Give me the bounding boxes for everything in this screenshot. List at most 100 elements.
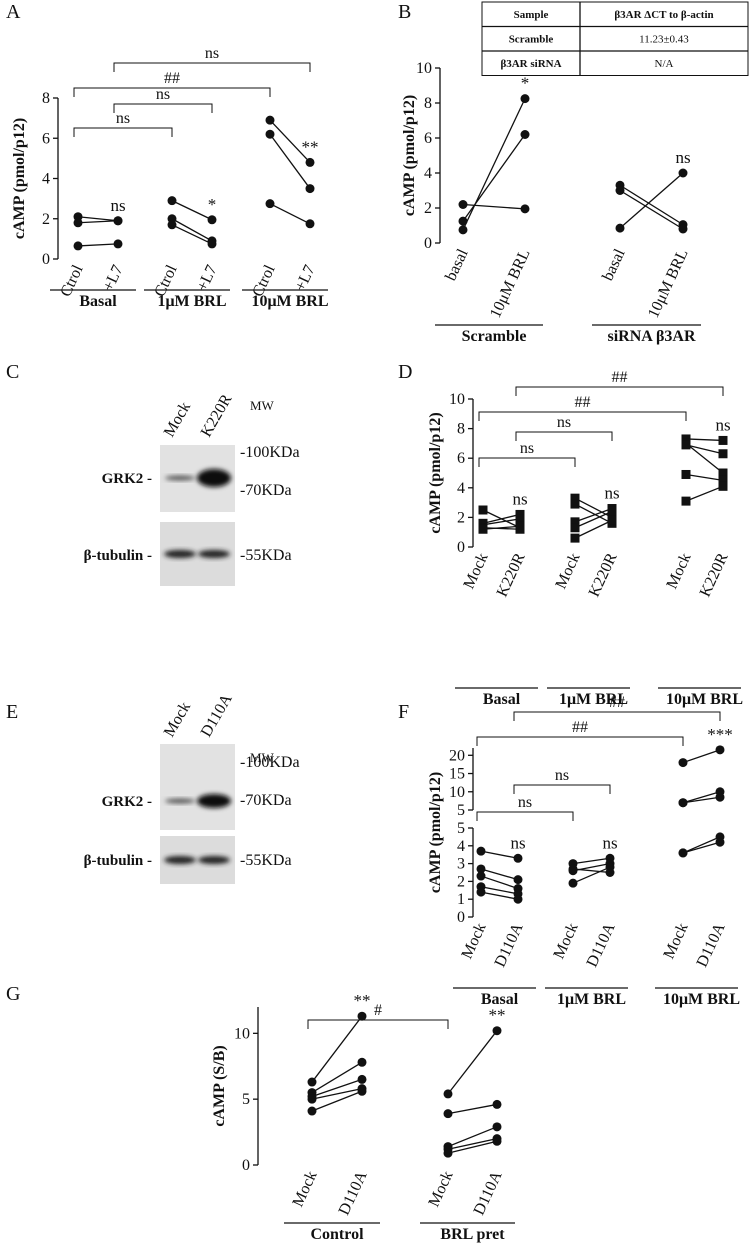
pair-line [682,841,721,854]
point [458,200,468,209]
point [305,184,315,194]
group-label: 1μM BRL [559,691,628,708]
pair-line [171,218,213,242]
pair-line [685,442,724,474]
comparison-label: ns [555,767,569,784]
point [568,866,578,876]
significance: ** [354,991,371,1010]
significance: ns [510,833,525,852]
comparison-label: ## [612,369,628,386]
group-label: siRNA β3AR [608,328,696,345]
point [681,440,691,450]
point [715,792,725,802]
x-tick-label: 10μM BRL [645,247,692,321]
y-tick-label: 8 [457,421,465,438]
point [570,523,580,533]
y-tick-label: 20 [449,747,465,764]
blot-band [165,798,195,804]
point [305,219,315,229]
y-axis-label: cAMP (pmol/p12) [427,412,444,533]
protein-label: GRK2 - [102,471,152,487]
comparison-bracket [515,431,613,441]
y-tick-label: 10 [416,60,432,77]
point [476,871,486,881]
pair-line [572,862,611,872]
point [718,435,728,445]
protein-label: β-tubulin - [84,548,152,564]
point [357,1011,367,1021]
point [443,1089,453,1099]
group-label: Control [310,1226,364,1243]
pair-line [685,485,724,502]
x-tick-label: basal [442,246,472,283]
mw-label: MW [250,750,275,765]
pair-line [482,518,521,526]
point [492,1122,502,1132]
comparison-label: ## [572,719,588,736]
point [520,130,530,139]
point [492,1026,502,1036]
point [715,745,725,755]
point [615,186,625,195]
point [678,758,688,768]
pair-line [77,216,119,222]
y-tick-label: 5 [457,802,465,819]
blot-band [197,794,231,808]
x-tick-label: +L7 [292,263,319,294]
y-axis-label: cAMP (S/B) [211,1045,228,1126]
lane-label: Mock [161,699,194,740]
point [605,862,615,872]
point [515,521,525,531]
y-tick-label: 4 [457,480,465,497]
point [73,218,83,228]
group-label: 10μM BRL [666,691,743,708]
y-tick-label: 2 [457,509,465,526]
comparison-label: ns [116,110,130,127]
comparison-label: ns [518,794,532,811]
x-tick-label: Mock [550,921,581,962]
pair-line [447,1138,498,1150]
table-cell: β3AR siRNA [500,58,561,70]
pair-line [447,1126,498,1148]
pair-line [269,119,311,163]
comparison-label: ns [156,86,170,103]
blot-band [198,856,230,864]
pair-line [574,510,613,529]
x-tick-label: Mock [552,551,583,592]
comparison-label: # [374,1002,382,1019]
point [513,875,523,885]
point [167,220,177,230]
blot-band [164,856,196,864]
pair-line [482,527,521,530]
comparison-label: ## [575,394,591,411]
y-tick-label: 15 [449,766,465,783]
blot-band [164,550,196,558]
x-tick-label: Mock [458,921,489,962]
comparison-bracket [476,736,684,746]
pair-line [462,98,526,231]
y-axis-label: cAMP (pmol/p12) [11,118,28,239]
group-label: Basal [483,691,521,708]
x-tick-label: D110A [471,1168,506,1218]
point [513,894,523,904]
comparison-label: ns [520,440,534,457]
comparison-label: ns [205,45,219,62]
point [678,168,688,178]
x-tick-label: +L7 [194,263,221,294]
pair-line [171,224,213,245]
pair-line [311,1061,363,1094]
point [265,199,275,209]
comparison-bracket [478,457,576,467]
point [443,1109,453,1119]
y-tick-label: 5 [242,1091,250,1108]
table-cell: 11.23±0.43 [639,34,689,46]
point [207,239,217,249]
point [492,1099,502,1109]
x-tick-label: D110A [584,920,619,970]
point [207,215,217,225]
comparison-label: ## [164,70,180,87]
comparison-bracket [478,411,687,421]
pair-line [619,172,684,229]
y-tick-label: 4 [42,171,50,188]
